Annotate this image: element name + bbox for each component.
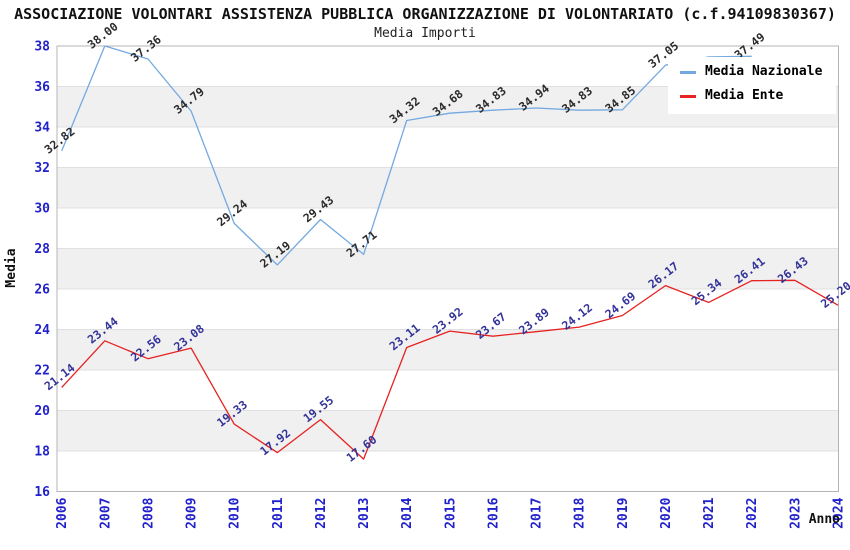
x-tick-label: 2007	[98, 498, 113, 529]
y-tick-label: 22	[34, 364, 50, 379]
x-tick-label: 2018	[573, 497, 588, 528]
y-tick-label: 32	[34, 161, 50, 176]
data-label-media-nazionale: 37.36	[128, 32, 164, 64]
legend-item-media-ente: Media Ente	[680, 88, 822, 105]
x-tick-label: 2012	[314, 498, 329, 529]
series-line-media-ente	[61, 279, 839, 460]
plot-band	[57, 410, 839, 451]
x-axis-title: Anno	[809, 512, 840, 527]
y-tick-label: 30	[34, 202, 50, 217]
y-tick-label: 34	[34, 121, 50, 136]
chart-legend: Media Nazionale Media Ente	[668, 57, 837, 114]
legend-label-media-ente: Media Ente	[705, 87, 784, 103]
chart-title: ASSOCIAZIONE VOLONTARI ASSISTENZA PUBBLI…	[14, 5, 836, 23]
x-tick-label: 2021	[702, 497, 717, 528]
y-tick-label: 24	[34, 323, 50, 338]
x-tick-label: 2020	[659, 497, 674, 528]
y-tick-label: 20	[34, 404, 50, 419]
media-ente-swatch	[680, 94, 696, 98]
x-tick-label: 2023	[788, 498, 803, 529]
x-tick-label: 2010	[228, 497, 243, 528]
x-tick-label: 2011	[271, 497, 286, 528]
x-tick-label: 2006	[55, 497, 70, 528]
y-tick-label: 36	[34, 80, 50, 95]
legend-item-media-nazionale: Media Nazionale	[680, 64, 822, 81]
x-tick-label: 2015	[443, 498, 458, 529]
x-tick-label: 2013	[357, 498, 372, 529]
x-tick-label: 2009	[185, 498, 200, 529]
y-tick-label: 18	[34, 445, 50, 460]
plot-band	[57, 167, 839, 208]
x-tick-label: 2008	[142, 497, 157, 528]
plot-band	[57, 329, 839, 370]
y-tick-label: 16	[34, 485, 50, 500]
x-tick-label: 2014	[400, 497, 415, 528]
x-tick-label: 2017	[530, 498, 545, 529]
y-tick-label: 26	[34, 283, 50, 298]
data-label-media-nazionale: 38.00	[85, 19, 121, 51]
legend-label-media-nazionale: Media Nazionale	[705, 64, 823, 79]
chart-subtitle: Media Importi	[374, 26, 476, 41]
y-tick-label: 38	[34, 40, 50, 55]
plot-band	[57, 248, 839, 289]
x-tick-label: 2024	[832, 497, 847, 528]
plot-border	[56, 45, 839, 492]
x-tick-label: 2019	[616, 498, 631, 529]
y-tick-label: 28	[34, 242, 50, 257]
series-line-media-nazionale	[61, 45, 752, 266]
x-tick-label: 2022	[745, 498, 760, 529]
y-axis-title: Media	[4, 248, 19, 287]
media-nazionale-swatch	[680, 70, 696, 74]
x-tick-label: 2016	[487, 497, 502, 528]
